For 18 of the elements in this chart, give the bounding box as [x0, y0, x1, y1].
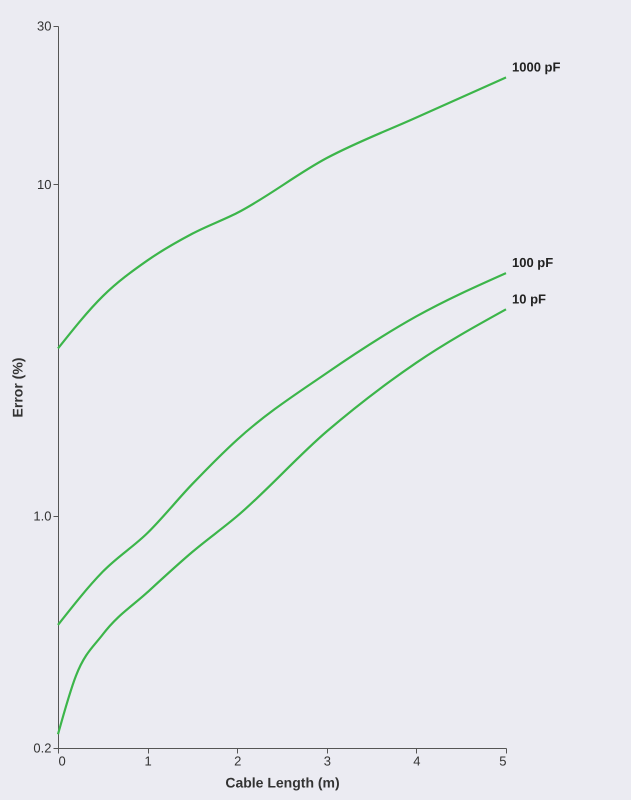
line-series: [56, 76, 508, 350]
line-series: [56, 308, 508, 736]
series-label: 100 pF: [512, 255, 554, 270]
series-label: 10 pF: [512, 291, 546, 306]
y-tick-label: 10: [37, 176, 52, 192]
x-tick-label: 2: [234, 754, 242, 768]
x-tick-label: 0: [58, 754, 66, 768]
y-tick-label: 1.0: [33, 508, 52, 524]
x-axis-title: Cable Length (m): [225, 774, 340, 790]
line-series: [56, 272, 508, 626]
y-axis-title: Error (%): [9, 358, 26, 418]
y-tick-label: 0.2: [33, 740, 52, 756]
x-tick-label: 1: [144, 754, 152, 768]
x-tick-label: 4: [413, 754, 421, 768]
x-tick-label: 5: [499, 754, 506, 768]
y-tick-label: 30: [37, 18, 52, 34]
series-label: 1000 pF: [512, 59, 560, 74]
x-tick-label: 3: [324, 754, 331, 768]
